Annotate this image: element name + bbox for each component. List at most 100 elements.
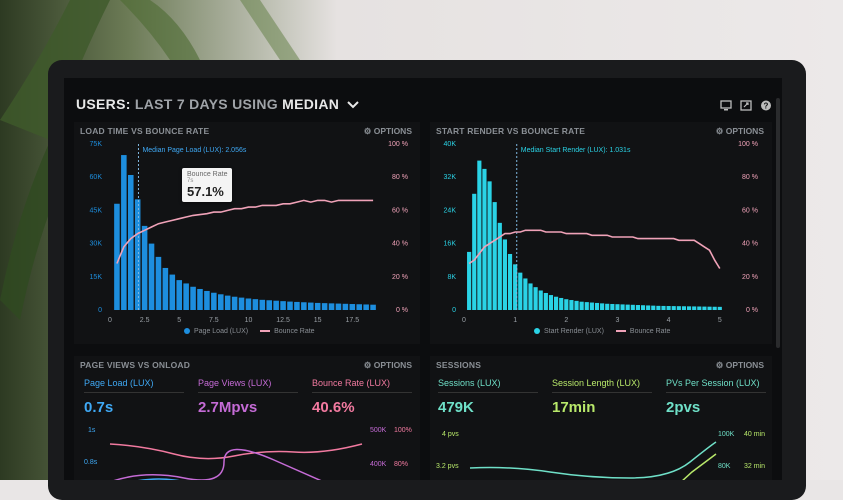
legend-item-bounce-rate[interactable]: Bounce Rate	[260, 328, 315, 335]
chevron-down-icon[interactable]	[347, 101, 360, 109]
page-title[interactable]: USERS: LAST 7 DAYS USING MEDIAN	[76, 96, 360, 112]
options-button[interactable]: ⚙ OPTIONS	[363, 360, 412, 370]
bounce-rate-line	[109, 443, 363, 460]
panel-title: LOAD TIME VS BOUNCE RATE	[80, 126, 210, 136]
stat-session-length[interactable]: Session Length (LUX) 17min	[552, 378, 652, 416]
y-tick-label: 8K	[447, 274, 456, 281]
options-button[interactable]: ⚙ OPTIONS	[715, 360, 764, 370]
bar	[676, 306, 681, 310]
bar	[681, 306, 687, 310]
bar	[190, 286, 196, 310]
chart-legend: Start Render (LUX) Bounce Rate	[534, 328, 670, 335]
x-tick-label: 2.5	[140, 317, 150, 324]
stat-pvs-per-session[interactable]: PVs Per Session (LUX) 2pvs	[666, 378, 766, 416]
y-tick-right-a: 400K	[370, 461, 387, 468]
header-icons: ?	[720, 100, 772, 111]
bar	[538, 290, 543, 310]
bar	[569, 300, 574, 310]
panel-title: PAGE VIEWS VS ONLOAD	[80, 360, 191, 370]
x-tick-label: 5	[177, 317, 181, 324]
y-tick-left: 3.2 pvs	[436, 463, 459, 470]
bar	[523, 278, 528, 310]
page-views-chart: 1s 0.8s 500K 400K 100% 80%	[84, 427, 412, 480]
bar	[342, 303, 349, 310]
bar	[518, 272, 523, 310]
bar	[482, 168, 487, 310]
panel-title: SESSIONS	[436, 360, 482, 370]
bar	[502, 239, 507, 310]
legend-item-start-render[interactable]: Start Render (LUX)	[534, 328, 604, 335]
start-render-panel: START RENDER VS BOUNCE RATE ⚙ OPTIONS 0 8…	[430, 122, 772, 344]
bar	[211, 292, 217, 310]
help-icon[interactable]: ?	[760, 100, 772, 111]
legend-item-page-load[interactable]: Page Load (LUX)	[184, 328, 248, 335]
y-tick-label: 40K	[444, 141, 457, 148]
y-tick-label: 24K	[444, 207, 457, 214]
share-icon[interactable]	[740, 100, 752, 111]
load-time-chart: 0 15K 30K 45K 60K 75K 0 % 20 % 40 % 60 % 80 % 100 %…	[90, 141, 408, 324]
y-tick-right-b: 32 min	[744, 463, 765, 470]
bar	[134, 199, 141, 310]
y2-tick-label: 100 %	[738, 141, 758, 148]
x-tick-label: 12.5	[276, 317, 290, 324]
y-tick-label: 16K	[444, 241, 457, 248]
monitor-icon[interactable]	[720, 100, 732, 111]
stat-label: Page Views (LUX)	[198, 378, 272, 388]
divider	[438, 392, 538, 393]
y-tick-right-a: 100K	[718, 431, 735, 438]
legend-item-bounce-rate[interactable]: Bounce Rate	[615, 328, 670, 335]
bar	[661, 305, 666, 310]
bar	[594, 302, 600, 310]
y-tick-right-a: 500K	[370, 427, 387, 434]
options-button[interactable]: ⚙ OPTIONS	[715, 126, 764, 136]
bar	[554, 296, 559, 310]
bounce-rate-line	[116, 199, 374, 264]
bar	[615, 304, 620, 310]
y-tick-right-a: 80K	[718, 463, 731, 470]
x-tick-label: 10	[245, 317, 253, 324]
svg-text:?: ?	[764, 102, 769, 111]
bar	[224, 295, 231, 310]
start-render-chart: 0 8K 16K 24K 32K 40K 0 % 20 % 40 % 60 % 80 % 100 % 0…	[444, 141, 758, 324]
bar	[141, 225, 148, 310]
tooltip-value: 57.1%	[187, 184, 224, 199]
options-button[interactable]: ⚙ OPTIONS	[363, 126, 412, 136]
bar	[625, 304, 630, 310]
bar	[707, 306, 712, 310]
bar	[600, 303, 605, 310]
bar	[692, 306, 697, 310]
stat-bounce-rate[interactable]: Bounce Rate (LUX) 40.6%	[312, 378, 412, 416]
y-tick-label: 45K	[90, 207, 103, 214]
bar	[155, 256, 162, 310]
bar	[528, 283, 533, 310]
bar	[702, 306, 707, 310]
dashboard-screen: USERS: LAST 7 DAYS USING MEDIAN ? LOAD T…	[64, 78, 782, 480]
bar	[114, 203, 120, 310]
stat-value: 40.6%	[312, 399, 355, 416]
y-tick-label: 32K	[444, 174, 457, 181]
scrollbar[interactable]	[776, 98, 780, 348]
bar	[245, 298, 252, 310]
bar	[370, 304, 376, 310]
stat-value: 17min	[552, 399, 596, 416]
bar	[162, 267, 169, 310]
stat-page-views[interactable]: Page Views (LUX) 2.7Mpvs	[198, 378, 298, 416]
tooltip-title: Bounce Rate	[187, 171, 228, 178]
stat-label: Sessions (LUX)	[438, 378, 501, 388]
x-tick-label: 3	[616, 317, 620, 324]
stat-label: Page Load (LUX)	[84, 378, 154, 388]
bar	[148, 243, 155, 310]
stat-sessions[interactable]: Sessions (LUX) 479K	[438, 378, 538, 416]
load-time-panel: LOAD TIME VS BOUNCE RATE ⚙ OPTIONS 0 15K 3…	[74, 122, 420, 344]
bar	[610, 303, 615, 310]
stat-page-load[interactable]: Page Load (LUX) 0.7s	[84, 378, 184, 416]
x-tick-label: 0	[108, 317, 112, 324]
x-tick-label: 15	[314, 317, 322, 324]
y2-tick-label: 60 %	[392, 207, 408, 214]
bar	[328, 303, 335, 310]
bar	[176, 280, 183, 310]
bar	[259, 299, 266, 310]
bounce-rate-line	[468, 229, 721, 269]
sessions-panel: SESSIONS ⚙ OPTIONS Sessions (LUX) 479K S…	[430, 356, 772, 480]
bar	[487, 181, 492, 310]
